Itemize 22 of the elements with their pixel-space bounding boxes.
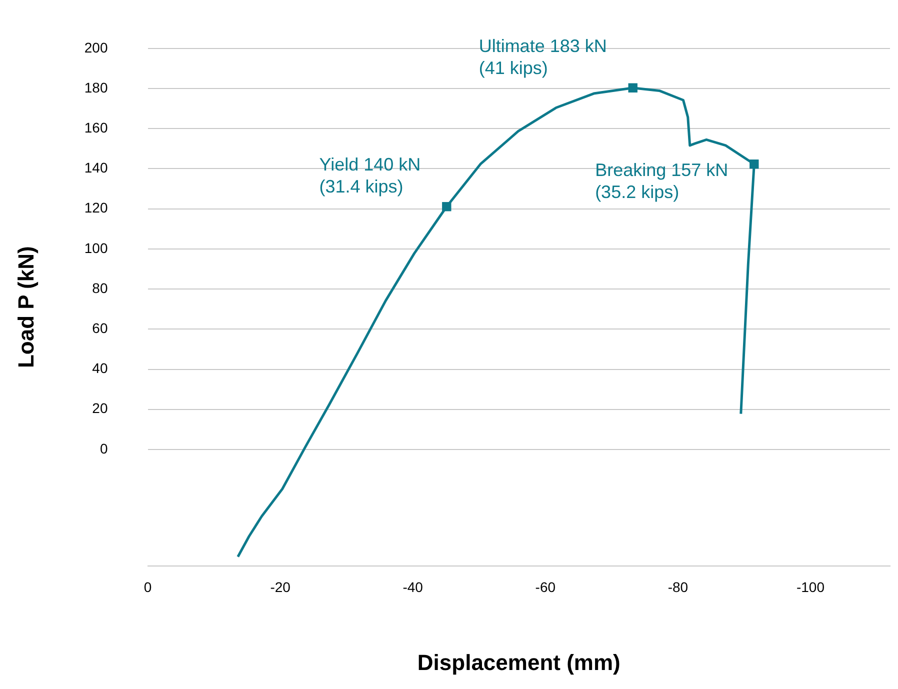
y-tick-label: 20	[92, 400, 108, 416]
y-tick-label: 160	[84, 119, 108, 136]
y-tick-label: 60	[92, 320, 108, 336]
y-tick-label: 120	[84, 200, 108, 216]
y-tick-label: 40	[92, 360, 108, 376]
y-tick-label: 0	[100, 440, 108, 456]
x-tick-label: -40	[402, 579, 424, 596]
y-tick-label: 180	[84, 79, 108, 96]
y-tick-label: 140	[84, 160, 108, 176]
x-tick-label: 0	[144, 579, 152, 596]
y-tick-label: 100	[84, 240, 108, 256]
y-axis-title: Load P (kN)	[13, 246, 38, 368]
y-tick-label: 200	[84, 39, 108, 56]
x-tick-label: -100	[796, 579, 825, 596]
annotation: Breaking 157 kN (35.2 kips)	[595, 160, 728, 202]
y-tick-label: 80	[92, 280, 108, 296]
x-axis-title: Displacement (mm)	[417, 650, 620, 675]
annotation: Yield 140 kN (31.4 kips)	[319, 154, 421, 197]
x-tick-label: -20	[270, 579, 291, 596]
annotation: Ultimate 183 kN (41 kips)	[478, 36, 607, 78]
x-tick-label: -80	[668, 579, 688, 596]
x-tick-label: -60	[535, 579, 556, 596]
